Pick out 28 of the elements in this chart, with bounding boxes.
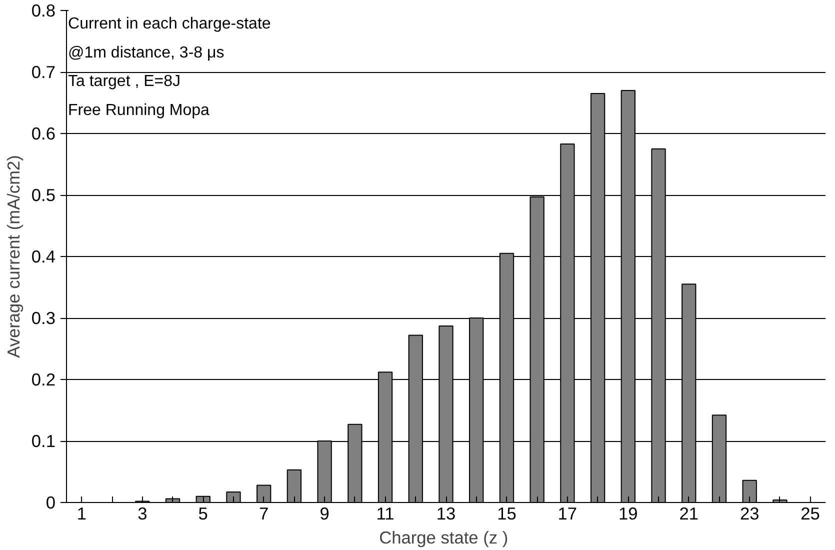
x-tick-label: 3 bbox=[138, 504, 148, 524]
x-tick-label: 13 bbox=[436, 504, 456, 524]
x-tick-label: 23 bbox=[740, 504, 760, 524]
y-tick-label: 0.7 bbox=[31, 62, 56, 82]
x-axis-title: Charge state (z ) bbox=[379, 528, 508, 548]
x-tick-label: 1 bbox=[76, 504, 86, 524]
y-tick-label: 0.3 bbox=[31, 308, 56, 328]
annotation: Free Running Mopa bbox=[68, 102, 210, 120]
y-tick-label: 0.1 bbox=[31, 431, 56, 451]
y-tick-label: 0.4 bbox=[31, 246, 56, 266]
y-tick-label: 0.6 bbox=[31, 124, 56, 144]
y-tick-label: 0.8 bbox=[31, 0, 56, 20]
x-tick-label: 15 bbox=[497, 504, 516, 524]
x-tick-label: 21 bbox=[679, 504, 699, 524]
x-tick-label: 11 bbox=[376, 504, 394, 524]
y-tick-label: 0.5 bbox=[31, 185, 56, 205]
y-tick-label: 0 bbox=[46, 492, 56, 512]
x-tick-label: 7 bbox=[259, 504, 269, 524]
annotation: Current in each charge-state bbox=[68, 15, 271, 32]
x-tick-label: 19 bbox=[618, 504, 638, 524]
x-tick-label: 9 bbox=[320, 504, 330, 524]
y-tick-label: 0.2 bbox=[31, 370, 56, 390]
annotation: @1m distance, 3-8 μs bbox=[68, 44, 224, 62]
annotation: Ta target , E=8J bbox=[68, 73, 181, 90]
x-tick-label: 17 bbox=[558, 504, 578, 524]
x-tick-label: 5 bbox=[198, 504, 208, 524]
x-tick-label: 25 bbox=[800, 504, 820, 524]
y-axis-title: Average current (mA/cm2) bbox=[3, 155, 24, 358]
